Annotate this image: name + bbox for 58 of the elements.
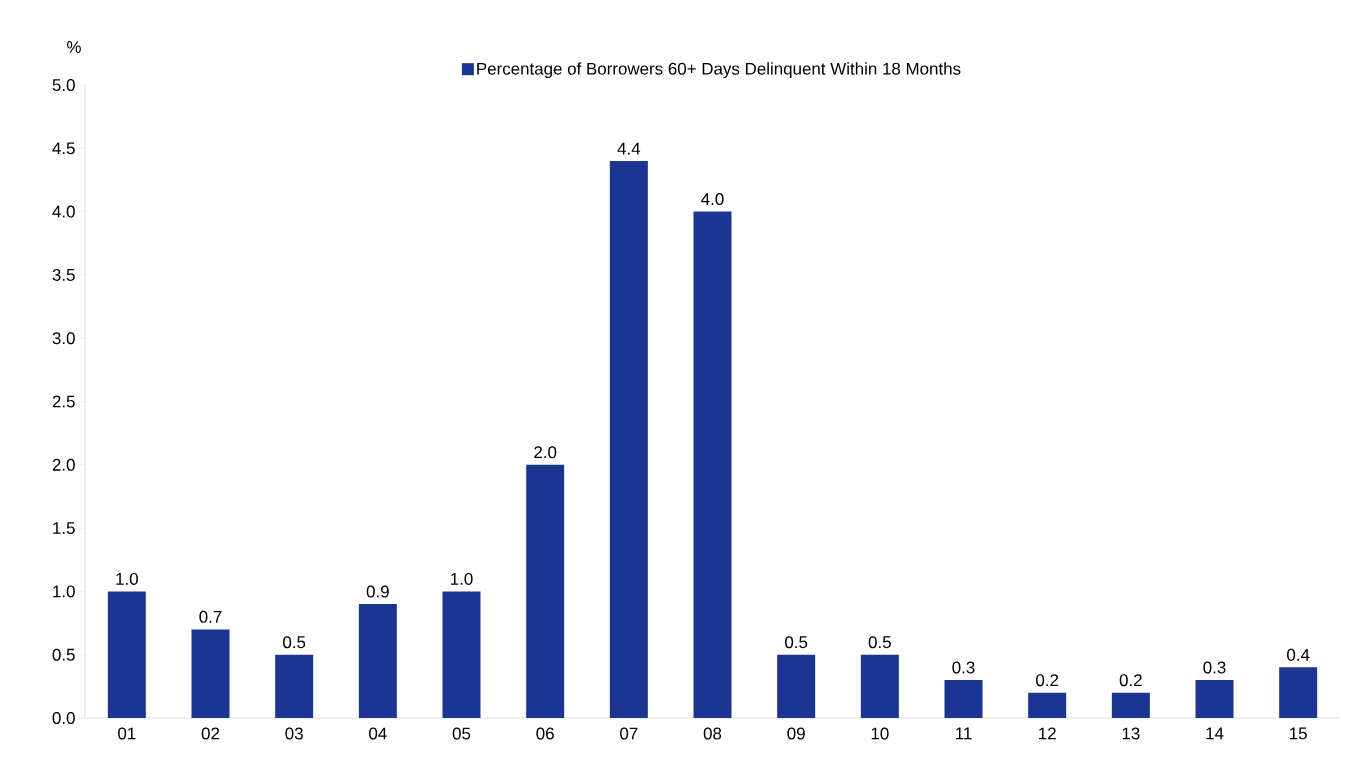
data-label: 0.2 (1119, 674, 1142, 687)
bar (693, 211, 732, 718)
data-label: 0.7 (199, 610, 222, 623)
y-tick-label: 1.5 (53, 522, 75, 535)
x-tick-label: 01 (118, 727, 136, 740)
bar (609, 160, 648, 718)
x-tick-label: 05 (452, 727, 471, 740)
data-label: 4.4 (617, 142, 641, 155)
y-tick-label: 2.5 (52, 395, 75, 408)
data-label: 0.5 (785, 636, 808, 649)
bar (107, 591, 146, 718)
bar (526, 464, 565, 718)
x-tick-label: 14 (1206, 727, 1224, 740)
x-tick-label: 07 (620, 727, 638, 740)
x-tick-label: 06 (536, 727, 554, 740)
bar (1279, 667, 1318, 718)
x-tick-label: 10 (871, 727, 889, 740)
data-label: 0.3 (1203, 661, 1226, 674)
x-tick-label: 03 (285, 727, 303, 740)
data-label: 1.0 (116, 572, 138, 585)
y-tick-label: 0.0 (52, 712, 75, 724)
bar (442, 591, 481, 718)
x-tick-label: 02 (201, 727, 220, 740)
x-tick-label: 13 (1122, 727, 1140, 740)
data-label: 0.5 (283, 636, 306, 649)
x-tick-label: 15 (1290, 727, 1307, 740)
bar (1028, 692, 1067, 718)
data-label: 0.5 (868, 636, 891, 649)
bar (944, 680, 983, 718)
data-label: 0.3 (952, 661, 975, 674)
y-tick-label: 3.0 (52, 332, 75, 345)
x-tick-label: 04 (369, 727, 387, 740)
data-label: 1.0 (451, 572, 473, 585)
y-tick-label: 2.0 (52, 458, 75, 471)
data-label: 0.2 (1036, 674, 1059, 687)
y-tick-label: 4.5 (52, 142, 75, 155)
bar (1195, 680, 1234, 718)
bar (777, 654, 816, 718)
x-tick-label: 09 (787, 727, 805, 740)
x-tick-label: 08 (703, 727, 722, 740)
y-tick-label: 3.5 (52, 268, 75, 281)
bar (1111, 692, 1150, 718)
data-label: 0.4 (1287, 648, 1310, 661)
data-label: 4.0 (701, 193, 724, 206)
y-axis-title: % (67, 41, 81, 53)
y-tick-label: 1.0 (53, 585, 75, 598)
y-tick-label: 0.5 (52, 648, 75, 661)
bar (275, 654, 314, 718)
y-tick-label: 4.0 (52, 205, 75, 218)
legend-label: Percentage of Borrowers 60+ Days Delinquent Within 18 Months (477, 62, 961, 79)
bar (860, 654, 899, 718)
x-tick-label: 11 (956, 727, 972, 740)
bar (191, 629, 230, 718)
x-tick-label: 12 (1039, 727, 1056, 740)
data-label: 2.0 (534, 446, 557, 459)
y-tick-label: 5.0 (52, 79, 75, 91)
bar (358, 604, 397, 718)
data-label: 0.9 (366, 585, 389, 598)
